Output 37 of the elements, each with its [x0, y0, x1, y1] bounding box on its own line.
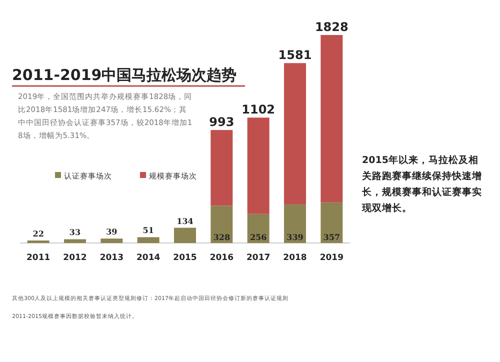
text: 2015年以来，马拉松及相关路跑赛事继续保持快速增长，规模赛事和认证赛事实现双增长。 — [361, 154, 482, 214]
total-label: 1581 — [278, 48, 312, 62]
x-tick-label: 2013 — [100, 253, 124, 263]
total-label: 1828 — [314, 20, 348, 34]
bar — [210, 206, 233, 243]
total-label: 993 — [209, 115, 234, 130]
x-tick-label: 2011 — [26, 253, 50, 263]
total-label: 22 — [32, 228, 44, 238]
bar — [174, 228, 196, 243]
x-tick-label: 2016 — [210, 253, 234, 263]
data-label: 328 — [213, 232, 230, 242]
data-label: 256 — [250, 232, 268, 242]
bar — [137, 237, 160, 243]
bar — [320, 202, 343, 243]
bar — [284, 63, 306, 204]
bar — [210, 130, 233, 206]
bar — [27, 240, 50, 243]
data-label: 357 — [323, 232, 340, 242]
bar — [100, 238, 123, 243]
total-label: 33 — [69, 227, 81, 238]
x-tick-label: 2017 — [246, 253, 270, 263]
x-tick-label: 2019 — [320, 253, 344, 263]
x-tick-label: 2015 — [173, 253, 197, 263]
text: 2011-2019中国马拉松场次趋势 — [12, 66, 237, 84]
total-label: 39 — [106, 226, 118, 237]
total-label: 134 — [176, 216, 194, 226]
x-tick-label: 2014 — [136, 253, 160, 263]
bar — [247, 118, 270, 214]
x-tick-label: 2018 — [283, 253, 307, 263]
data-label: 339 — [286, 232, 304, 242]
bar — [64, 239, 86, 243]
total-label: 51 — [142, 225, 154, 236]
total-label: 1102 — [242, 102, 276, 117]
x-tick-label: 2012 — [63, 253, 87, 263]
bar — [320, 35, 343, 202]
bar — [284, 204, 306, 243]
bar — [247, 214, 270, 243]
